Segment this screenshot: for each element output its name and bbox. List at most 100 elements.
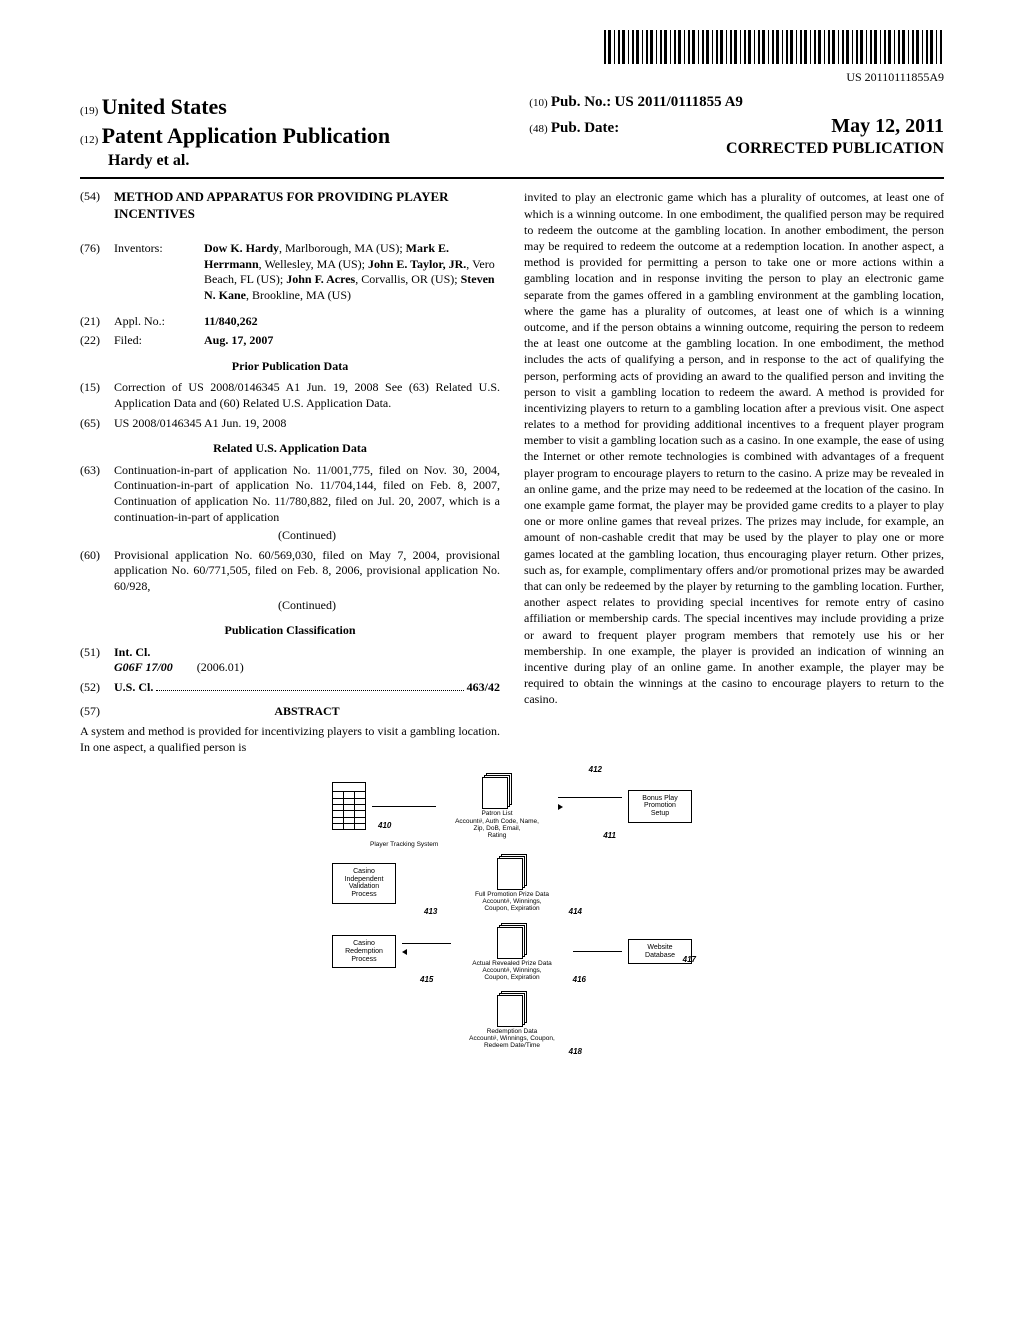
fig-row-2: Casino Independent Validation Process Fu… (332, 854, 692, 912)
barcode-area: US 20110111855A9 (80, 30, 944, 85)
us-cl: U.S. Cl. 463/42 (114, 680, 500, 696)
ref-412: 412 (589, 765, 602, 775)
bonus-play-box: Bonus Play Promotion Setup (628, 790, 692, 823)
label-applno: Appl. No.: (114, 314, 204, 330)
int-cl-label: Int. Cl. (114, 645, 150, 659)
document-header: (19) United States (12) Patent Applicati… (80, 93, 944, 179)
field-63: (63) Continuation-in-part of application… (80, 463, 500, 544)
ref-418: 418 (569, 1047, 582, 1057)
authors-line: Hardy et al. (80, 151, 495, 172)
slot-machines-icon (332, 782, 366, 830)
patron-caption: Patron List Account#, Auth Code, Name, Z… (442, 810, 552, 839)
fig-row-4: Redemption Data Account#, Winnings, Coup… (332, 991, 692, 1049)
f63-value: Continuation-in-part of application No. … (114, 463, 500, 524)
f60-continued: (Continued) (114, 598, 500, 614)
field-60: (60) Provisional application No. 60/569,… (80, 548, 500, 613)
pub-no: US 2011/0111855 A9 (615, 94, 743, 110)
invention-title: METHOD AND APPARATUS FOR PROVIDING PLAYE… (114, 189, 500, 223)
code-21: (21) (80, 314, 114, 330)
prefix-10: (10) (529, 97, 547, 109)
int-cl-class: G06F 17/00 (114, 660, 173, 674)
header-right: (10) Pub. No.: US 2011/0111855 A9 (48) P… (529, 93, 944, 171)
body-columns: (54) METHOD AND APPARATUS FOR PROVIDING … (80, 189, 944, 755)
corrected-label: CORRECTED PUBLICATION (529, 139, 944, 160)
civ-box: Casino Independent Validation Process (332, 863, 396, 904)
pub-date: May 12, 2011 (831, 113, 944, 139)
provisional-text: Provisional application No. 60/569,030, … (114, 548, 500, 613)
connector-1 (372, 806, 436, 807)
code-76: (76) (80, 241, 114, 303)
crp-box: Casino Redemption Process (332, 935, 396, 968)
abstract-heading: ABSTRACT (114, 704, 500, 720)
country: United States (102, 94, 227, 119)
code-54: (54) (80, 189, 114, 233)
field-22: (22) Filed: Aug. 17, 2007 (80, 333, 500, 349)
connector-3 (402, 943, 451, 961)
correction-text: Correction of US 2008/0146345 A1 Jun. 19… (114, 380, 500, 411)
label-filed: Filed: (114, 333, 204, 349)
abstract-left-fragment: A system and method is provided for ince… (80, 723, 500, 755)
us-cl-value: 463/42 (467, 680, 500, 696)
prefix-12: (12) (80, 134, 98, 146)
continuation-text: Continuation-in-part of application No. … (114, 463, 500, 544)
actual-prize-caption: Actual Revealed Prize Data Account#, Win… (457, 960, 567, 981)
abstract-body: invited to play an electronic game which… (524, 189, 944, 707)
ref-410: 410 (378, 821, 391, 831)
code-63: (63) (80, 463, 114, 544)
field-51: (51) Int. Cl. G06F 17/00 (2006.01) (80, 645, 500, 676)
document-stack-icon (497, 991, 527, 1027)
field-54: (54) METHOD AND APPARATUS FOR PROVIDING … (80, 189, 500, 233)
label-inventors: Inventors: (114, 241, 204, 303)
code-51: (51) (80, 645, 114, 676)
left-column: (54) METHOD AND APPARATUS FOR PROVIDING … (80, 189, 500, 755)
field-65: (65) US 2008/0146345 A1 Jun. 19, 2008 (80, 416, 500, 432)
ref-414: 414 (569, 907, 582, 917)
code-57: (57) (80, 704, 114, 720)
barcode-graphic (604, 30, 944, 64)
prefix-48: (48) (529, 123, 547, 135)
ref-415: 415 (420, 975, 433, 985)
code-65: (65) (80, 416, 114, 432)
field-76: (76) Inventors: Dow K. Hardy, Marlboroug… (80, 241, 500, 303)
pub-class-heading: Publication Classification (80, 623, 500, 639)
code-60: (60) (80, 548, 114, 613)
code-22: (22) (80, 333, 114, 349)
barcode-text: US 20110111855A9 (80, 70, 944, 86)
us-cl-label: U.S. Cl. (114, 680, 153, 696)
related-heading: Related U.S. Application Data (80, 441, 500, 457)
pub-no-label: Pub. No.: (551, 94, 611, 110)
field-15: (15) Correction of US 2008/0146345 A1 Ju… (80, 380, 500, 411)
stack-4: Redemption Data Account#, Winnings, Coup… (447, 991, 577, 1049)
filed-date: Aug. 17, 2007 (204, 333, 500, 349)
fig-row-3: Casino Redemption Process Actual Reveale… (332, 923, 692, 981)
code-52: (52) (80, 680, 114, 696)
f63-continued: (Continued) (114, 528, 500, 544)
ref-411: 411 (603, 831, 616, 841)
publication-type: Patent Application Publication (102, 123, 390, 148)
stack-1: Patron List Account#, Auth Code, Name, Z… (442, 773, 552, 839)
int-cl-year: (2006.01) (197, 660, 244, 674)
stack-3: Actual Revealed Prize Data Account#, Win… (457, 923, 567, 981)
stack-2: Full Promotion Prize Data Account#, Winn… (457, 854, 567, 912)
ref-413: 413 (424, 907, 437, 917)
f60-value: Provisional application No. 60/569,030, … (114, 548, 500, 593)
field-21: (21) Appl. No.: 11/840,262 (80, 314, 500, 330)
right-column: invited to play an electronic game which… (524, 189, 944, 755)
code-15: (15) (80, 380, 114, 411)
ref-416: 416 (573, 975, 586, 985)
ref-417: 417 (683, 955, 696, 965)
prefix-19: (19) (80, 105, 98, 117)
document-stack-icon (497, 854, 527, 890)
patent-figure: 412 Patron List Account#, Auth Code, Nam… (332, 773, 692, 1049)
int-cl: Int. Cl. G06F 17/00 (2006.01) (114, 645, 500, 676)
inventors-list: Dow K. Hardy, Marlborough, MA (US); Mark… (204, 241, 500, 303)
field-52: (52) U.S. Cl. 463/42 (80, 680, 500, 696)
appl-no: 11/840,262 (204, 314, 500, 330)
connector-4 (573, 951, 622, 952)
full-promo-caption: Full Promotion Prize Data Account#, Winn… (457, 891, 567, 912)
header-left: (19) United States (12) Patent Applicati… (80, 93, 495, 171)
document-stack-icon (482, 773, 512, 809)
connector-2 (558, 797, 622, 815)
field-57: (57) ABSTRACT (80, 704, 500, 720)
player-tracking-label: Player Tracking System (370, 841, 692, 848)
